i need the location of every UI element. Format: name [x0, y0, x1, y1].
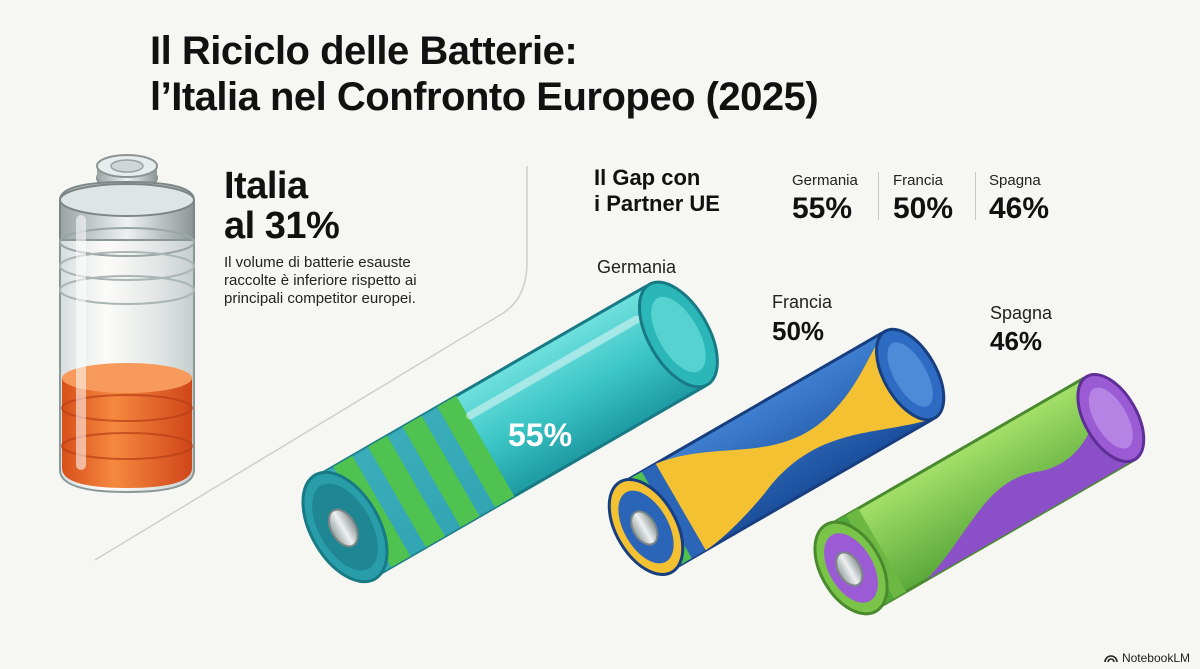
- italy-battery-icon: [59, 154, 195, 494]
- francia-battery-percent: 50%: [772, 316, 825, 346]
- brand-name: NotebookLM: [1121, 651, 1190, 665]
- gap-heading-line-2: i Partner UE: [594, 191, 720, 216]
- stat-percent: 50%: [893, 192, 954, 225]
- italy-headline-line-1: Italia: [224, 165, 308, 207]
- gap-heading-line-1: Il Gap con: [594, 165, 701, 190]
- stat-divider: [975, 172, 976, 220]
- spagna-battery-label: Spagna: [990, 303, 1053, 323]
- italy-description: Il volume di batterie esauste raccolte è…: [224, 254, 417, 307]
- title-line-1: Il Riciclo delle Batterie:: [150, 29, 578, 73]
- francia-battery-label: Francia: [772, 292, 833, 312]
- germania-battery-percent: 55%: [508, 417, 573, 453]
- germania-battery-label: Germania: [597, 257, 677, 277]
- stat-country: Germania: [792, 172, 858, 189]
- italy-headline-line-2: al 31%: [224, 205, 340, 247]
- title-line-2: l’Italia nel Confronto Europeo (2025): [150, 75, 819, 119]
- divider-line: [94, 166, 528, 561]
- francia-battery-icon: [607, 327, 946, 576]
- stat-country: Francia: [893, 172, 944, 189]
- stat-spagna: Spagna 46%: [989, 172, 1049, 226]
- italy-headline: Italia al 31%: [224, 165, 340, 247]
- page-title: Il Riciclo delle Batterie: l’Italia nel …: [150, 28, 819, 120]
- spagna-battery-percent: 46%: [990, 326, 1043, 356]
- stat-francia: Francia 50%: [893, 172, 953, 226]
- stat-germania: Germania 55%: [792, 172, 858, 226]
- notebooklm-logo-icon: [1104, 655, 1118, 663]
- stat-country: Spagna: [989, 172, 1041, 189]
- stat-percent: 46%: [989, 192, 1050, 225]
- gap-heading: Il Gap con i Partner UE: [594, 165, 720, 217]
- germania-battery-icon: [301, 280, 719, 584]
- spagna-battery-icon: [813, 372, 1146, 616]
- brand-badge: NotebookLM: [1104, 651, 1190, 665]
- stat-percent: 55%: [792, 192, 853, 225]
- stat-divider: [878, 172, 879, 220]
